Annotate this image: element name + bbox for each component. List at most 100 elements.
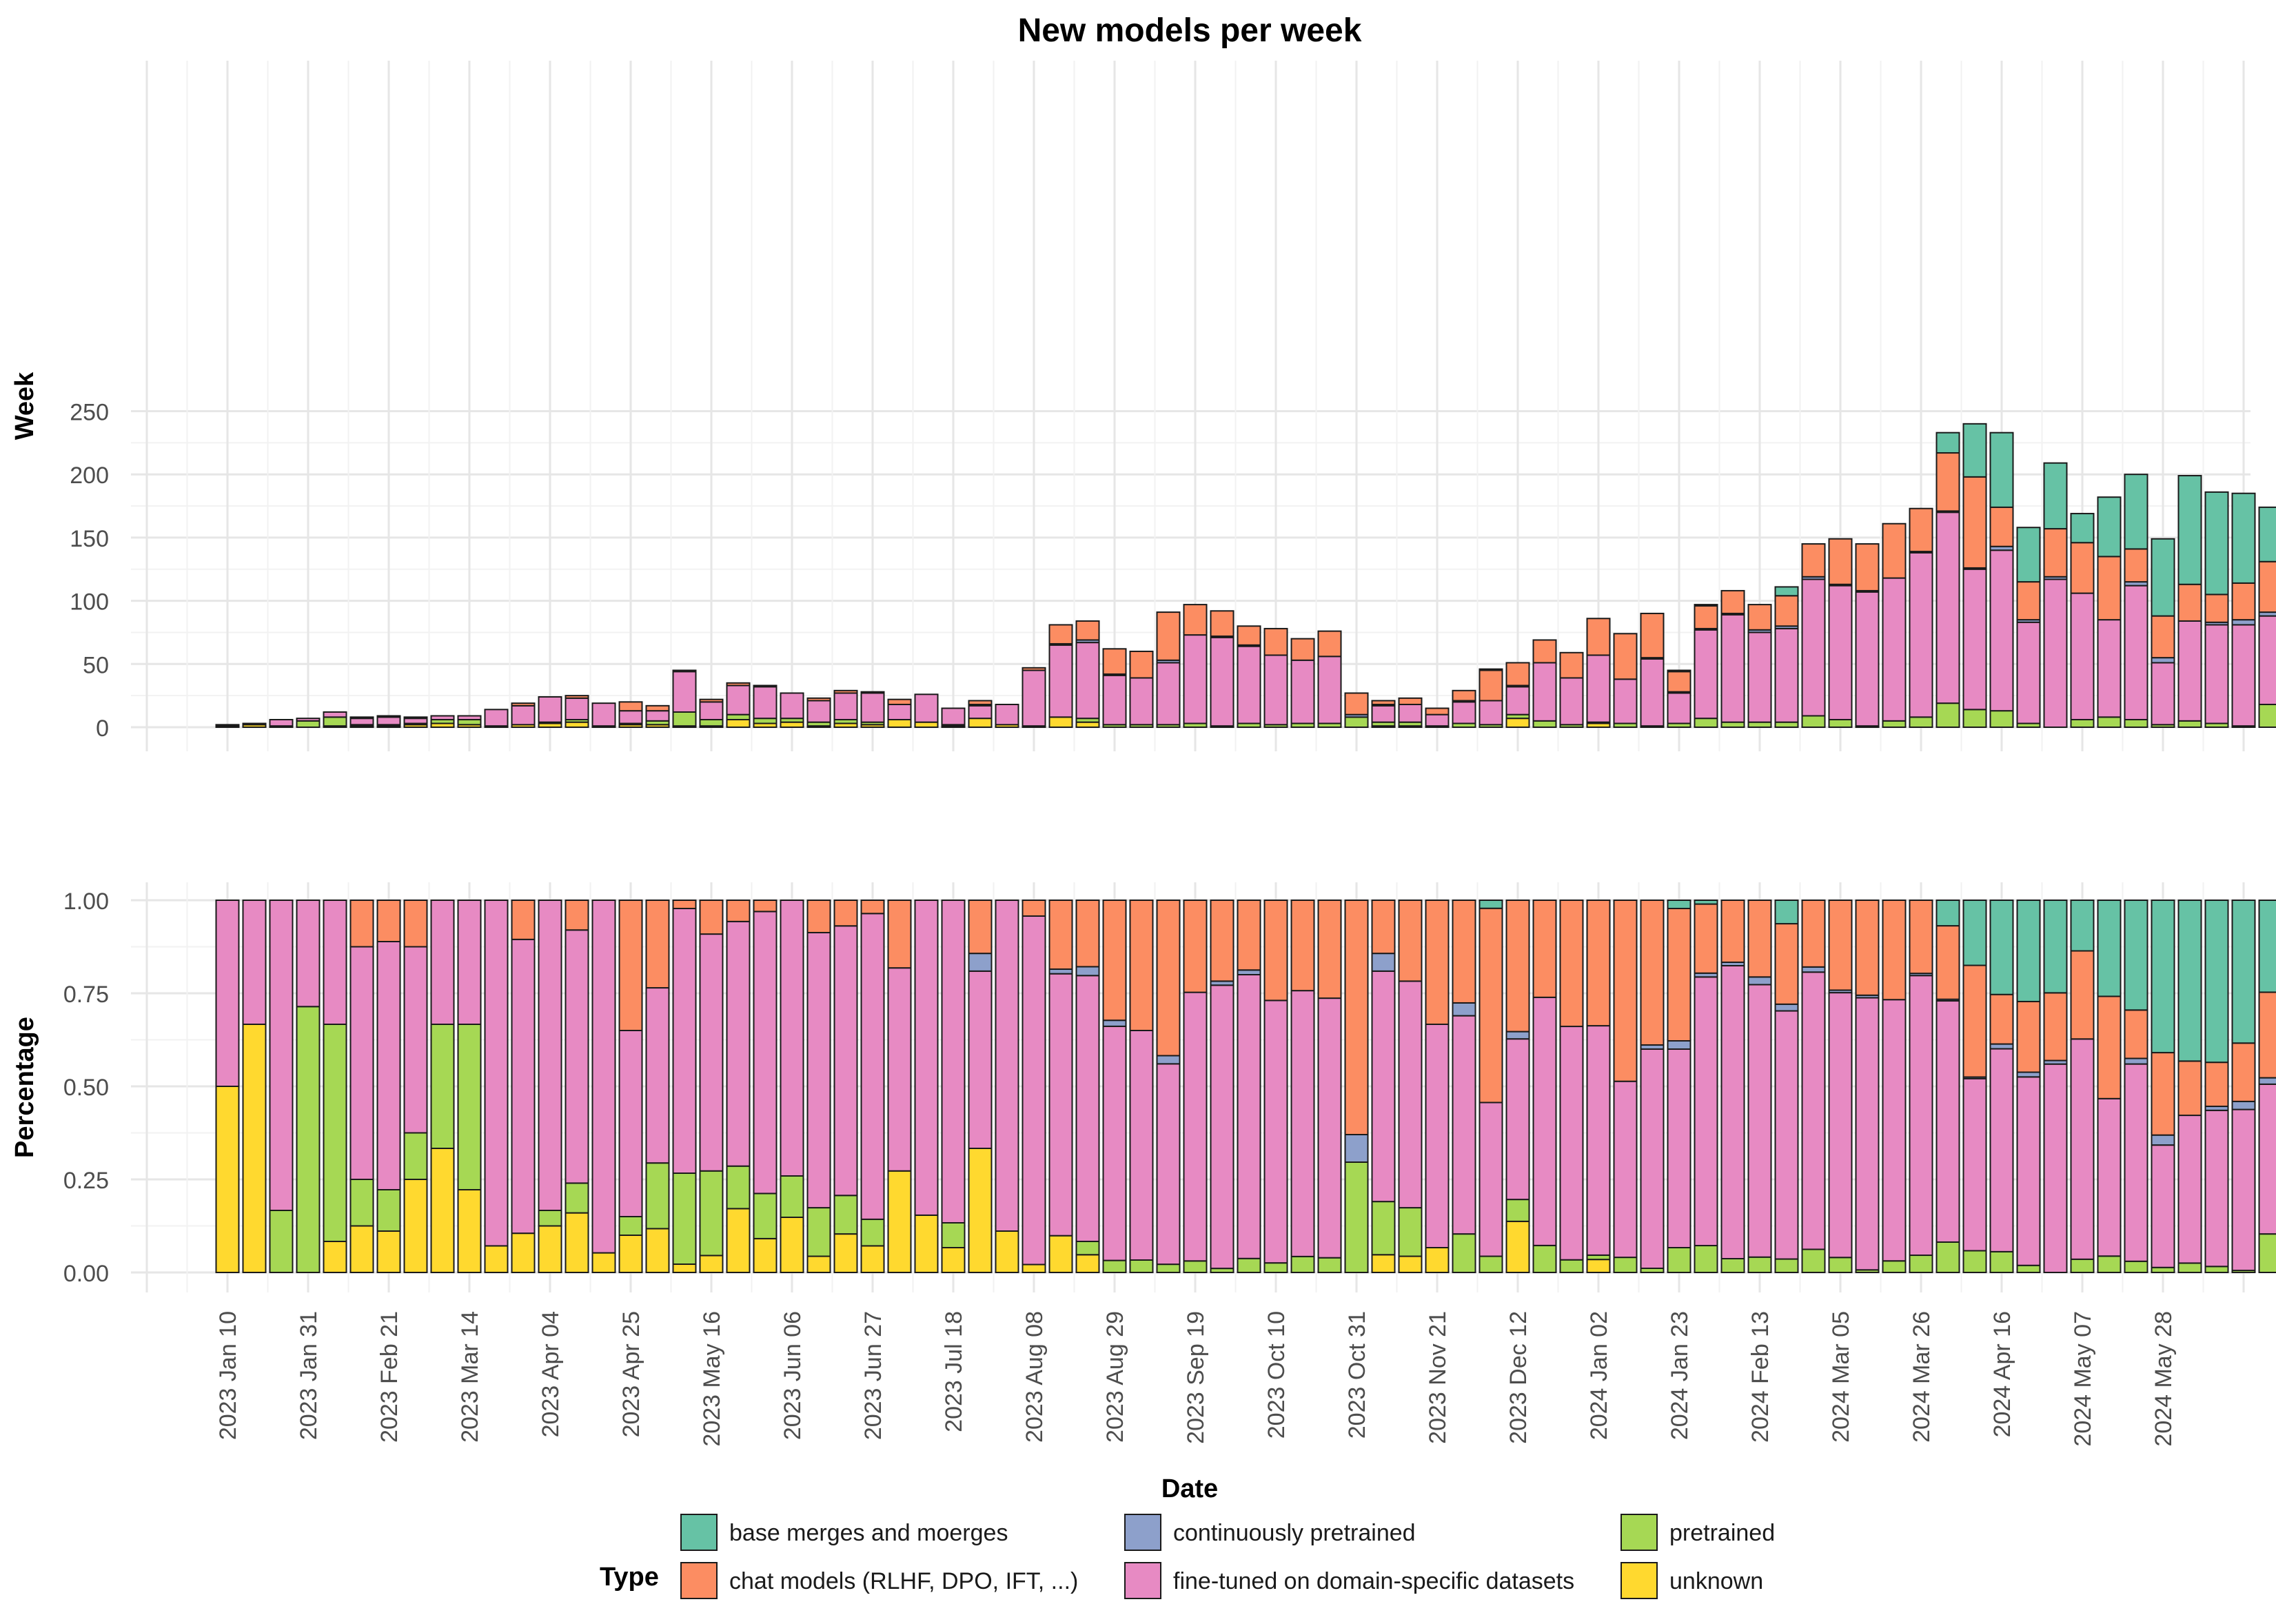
bar-segment-unk [430,1148,455,1273]
bar-segment-chat [565,900,589,931]
y-tick-label: 150 [70,526,109,552]
bar-segment-pre [699,1170,724,1257]
bar-segment-chat [1559,900,1584,1028]
bar-segment-chat [511,702,536,707]
bar-segment-chat [699,698,724,703]
bar-segment-pre [1102,1259,1127,1274]
bar-segment-base [1667,669,1691,673]
bar-segment-fine [1156,662,1181,726]
bar-segment-unk [1425,1247,1450,1273]
bar-segment-chat [2177,1060,2202,1117]
bar-segment-unk [914,721,939,728]
bar-segment-fine [1828,992,1853,1259]
legend-swatch-fine [1124,1562,1161,1599]
bar-segment-chat [1022,667,1046,671]
x-tick-label: 2024 Mar 05 [1828,1311,1854,1443]
bar-segment-cont [2124,1057,2148,1065]
bar-segment-fine [860,913,885,1220]
bar-segment-cont [1505,1031,1530,1040]
bar-segment-base [2177,475,2202,585]
bar-segment-chat [1640,612,1665,659]
bar-segment-fine [565,697,589,720]
bar-segment-fine [430,900,455,1025]
bar-segment-pre [1747,1256,1772,1273]
bar-segment-chat [1962,476,1987,569]
bar-segment-chat [403,900,428,948]
y-tick-label: 0 [96,715,109,742]
bar-segment-pre [2177,1262,2202,1273]
bar-segment-fine [1129,677,1154,726]
bar-segment-pre [860,1218,885,1247]
x-tick-label: 2023 Oct 10 [1263,1311,1290,1439]
bar-segment-cont [1801,966,1826,973]
bar-segment-chat [1935,925,1960,1000]
bar-segment-pre [1747,721,1772,728]
bar-segment-fine [753,911,778,1195]
bar-segment-chat [1720,589,1745,614]
bar-segment-pre [780,1175,804,1218]
bar-segment-chat [1855,543,1880,591]
bar-segment-fine [1613,678,1638,724]
bar-segment-chat [2097,995,2122,1099]
bar-segment-cont [1371,953,1396,972]
bar-segment-unk [914,1214,939,1274]
bar-segment-fine [1962,1077,1987,1252]
bar-segment-fine [1774,627,1799,723]
bar-segment-fine [2151,662,2175,726]
bar-segment-fine [511,938,536,1235]
x-tick-label: 2024 May 28 [2151,1311,2177,1447]
bar-segment-unk [833,1233,858,1274]
bar-segment-unk [1398,1255,1423,1273]
bar-segment-fine [833,692,858,720]
x-tick-label: 2023 Dec 12 [1505,1311,1532,1444]
bar-segment-chat [1935,452,1960,512]
bar-segment-fine [1479,700,1503,726]
bar-segment-chat [1156,900,1181,1057]
bar-segment-fine [2204,624,2229,724]
bar-segment-base [2151,538,2175,617]
bar-segment-fine [376,941,401,1190]
bar-segment-fine [645,987,670,1164]
x-axis-title: Date [1161,1474,1218,1503]
bar-segment-fine [1371,704,1396,723]
bar-segment-unk [1586,1259,1611,1274]
bar-segment-pre [296,720,321,728]
bar-segment-fine [1667,1048,1691,1248]
bar-segment-cont [2151,1134,2175,1146]
bar-segment-chat [1586,618,1611,656]
bar-segment-pre [376,1189,401,1232]
x-tick-label: 2024 Feb 13 [1747,1311,1774,1443]
bar-segment-fine [1747,631,1772,723]
bar-segment-unk [1075,721,1100,728]
bar-segment-fine [1935,1000,1960,1243]
bar-segment-cont [2151,657,2175,664]
bar-segment-fine [1882,999,1907,1262]
x-tick-label: 2023 Oct 31 [1344,1311,1370,1439]
bar-segment-base [2258,900,2276,993]
bar-segment-pre [1935,702,1960,728]
bar-segment-fine [2124,1063,2148,1262]
bar-segment-chat [1801,900,1826,968]
bar-segment-fine [1640,1048,1665,1269]
bar-segment-fine [403,718,428,724]
bar-segment-chat [726,682,751,687]
bar-segment-pre [1935,1241,1960,1274]
bar-segment-unk [887,1170,912,1274]
bar-segment-pre [1694,718,1718,728]
bar-segment-cont [2231,619,2256,626]
bar-segment-unk [565,1212,589,1273]
y-axis-title: Week [10,372,39,440]
bar-segment-pre [1828,718,1853,728]
bar-segment-chat [2070,542,2095,594]
bar-segment-fine [806,700,831,723]
bar-segment-pre [2016,1264,2041,1273]
bar-segment-fine [1774,1010,1799,1260]
bar-segment-pre [1398,1207,1423,1257]
bar-segment-chat [1263,900,1288,1002]
bar-segment-chat [349,900,374,948]
x-axis: 2023 Jan 10 2023 Jan 31 2023 Feb 21 2023 Ma… [215,1311,2177,1447]
bar-segment-fine [1210,984,1234,1270]
bar-segment-fine [1586,654,1611,723]
bar-segment-cont [2016,1071,2041,1078]
